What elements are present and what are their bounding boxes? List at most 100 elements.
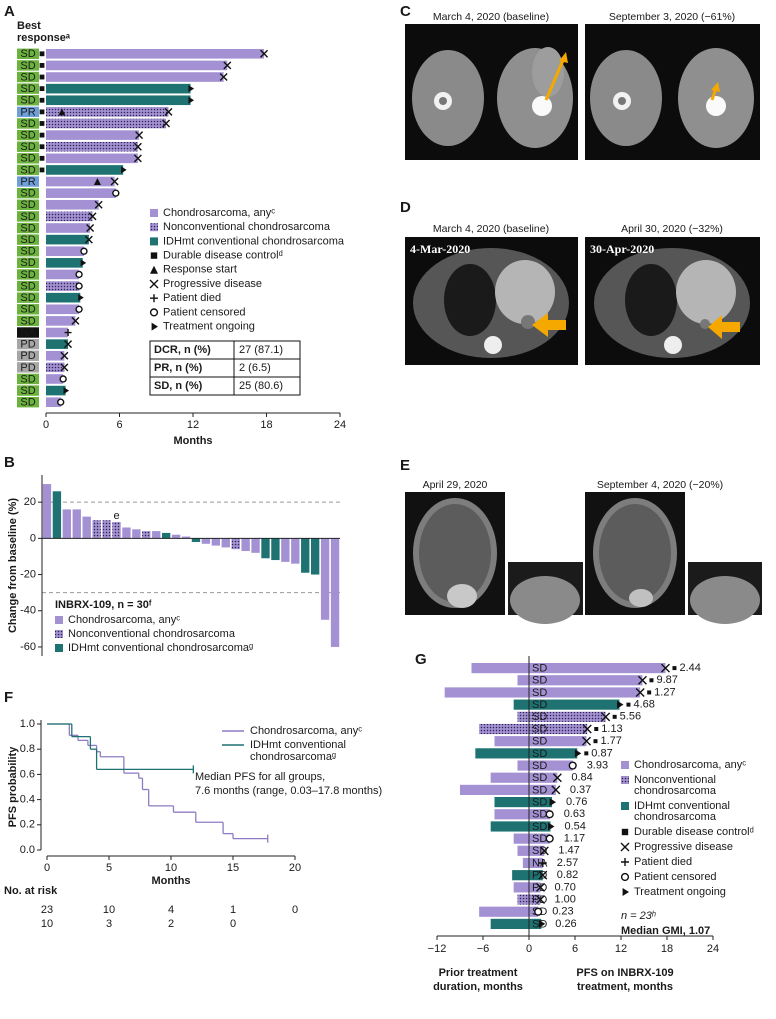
bar (46, 72, 224, 82)
x-tick-label: 15 (227, 862, 239, 874)
bar (46, 234, 89, 245)
legend-label: Chondrosarcoma, anyᶜ (68, 614, 180, 626)
bar (46, 258, 83, 268)
response-box (17, 118, 39, 129)
y-tick-label: 0.0 (20, 844, 35, 856)
x-tick-label: −6 (477, 943, 490, 955)
response-box (17, 315, 39, 327)
gmi-label: 5.56 (620, 711, 641, 723)
bar (132, 529, 141, 539)
x-tick-label: 24 (707, 943, 719, 955)
response-box (17, 327, 39, 338)
prior-bar (517, 711, 529, 722)
prior-bar (490, 821, 529, 832)
bar (46, 339, 69, 349)
response-label: SD (532, 662, 547, 674)
at-risk-title: No. at risk (4, 885, 58, 897)
image-caption: April 30, 2020 (−32%) (621, 223, 723, 235)
progression-marker (149, 279, 159, 289)
gmi-label: 9.87 (656, 674, 677, 686)
y-tick-label: 0.4 (20, 794, 35, 806)
legend-label: Treatment ongoing (634, 886, 726, 898)
bar (161, 532, 171, 539)
text-line: IDHmt conventional (250, 739, 349, 751)
durable-marker (39, 167, 45, 173)
response-box (17, 164, 39, 176)
pfs-bar (529, 748, 578, 759)
mri-image (405, 492, 583, 624)
gmi-label: 1.47 (558, 845, 579, 857)
response-label: SD (20, 60, 35, 72)
durable-marker (39, 97, 45, 103)
bar (102, 520, 111, 539)
image-caption: September 3, 2020 (−61%) (609, 11, 735, 23)
censored-marker (59, 375, 67, 383)
bar (46, 130, 140, 140)
response-box (17, 396, 39, 408)
summary: Median GMI, 1.07 (621, 925, 710, 937)
at-risk-count: 10 (103, 904, 115, 916)
legend-label: Patient censored (163, 306, 246, 318)
pfs-bar (529, 882, 541, 893)
ongoing-marker (617, 700, 624, 709)
x-tick-label: −12 (428, 943, 447, 955)
pfs-bar (529, 857, 543, 869)
response-box (17, 48, 39, 60)
gmi-label: 0.37 (570, 784, 591, 796)
bar (301, 538, 310, 573)
response-label: SD (532, 833, 547, 845)
legend-label: Patient died (163, 292, 221, 304)
bar (171, 534, 181, 539)
durable-marker (39, 74, 45, 80)
legend-label: Treatment ongoing (163, 321, 255, 333)
legend-label: Chondrosarcoma, anyᶜ (163, 207, 275, 219)
response-label: SD (20, 188, 35, 200)
x-tick-label: 12 (615, 943, 627, 955)
bar (241, 538, 250, 552)
response-box (17, 350, 39, 361)
progression-marker (601, 712, 611, 722)
panel-label: G (415, 651, 427, 668)
durable-marker (39, 63, 45, 68)
prior-bar (517, 760, 529, 771)
y-tick-label: 0.6 (20, 768, 35, 780)
at-risk-count: 0 (230, 918, 236, 930)
progression-marker (538, 870, 548, 880)
legend-label: Chondrosarcoma, anyᶜ (250, 725, 362, 737)
death-marker (64, 329, 72, 337)
durable-marker (649, 678, 654, 683)
pfs-bar (529, 663, 666, 674)
x-tick-label: 0 (43, 419, 49, 431)
response-label: SD (20, 280, 35, 292)
censored-marker (57, 398, 65, 406)
response-label: SD (532, 711, 547, 723)
response-box (17, 373, 39, 385)
legend-swatch (621, 776, 629, 784)
pfs-bar (529, 736, 587, 747)
response-box (17, 362, 39, 373)
response-label: SD (20, 397, 35, 409)
bar (46, 350, 65, 361)
legend-swatch (150, 237, 158, 246)
bar (291, 538, 300, 564)
gmi-label: 0.84 (571, 772, 592, 784)
legend-label: Durable disease controlᵈ (634, 826, 754, 838)
durable-marker (612, 714, 617, 719)
response-label: SD (532, 675, 547, 687)
response-label: SD (532, 687, 547, 699)
at-risk-count: 10 (41, 918, 53, 930)
bar (72, 509, 81, 539)
response-label: PD (20, 339, 35, 351)
prior-bar (490, 918, 529, 929)
durable-marker (593, 739, 598, 744)
response-label: SD (20, 48, 35, 60)
censored-marker (75, 305, 83, 313)
at-risk-count: 1 (230, 904, 236, 916)
censored-marker (620, 872, 630, 882)
table-cell: 27 (87.1) (239, 344, 283, 356)
image-caption: March 4, 2020 (baseline) (433, 11, 549, 23)
response-box (17, 176, 39, 187)
gmi-label: 1.77 (601, 735, 622, 747)
response-start-marker (58, 108, 66, 116)
response-label: PD (20, 350, 35, 362)
